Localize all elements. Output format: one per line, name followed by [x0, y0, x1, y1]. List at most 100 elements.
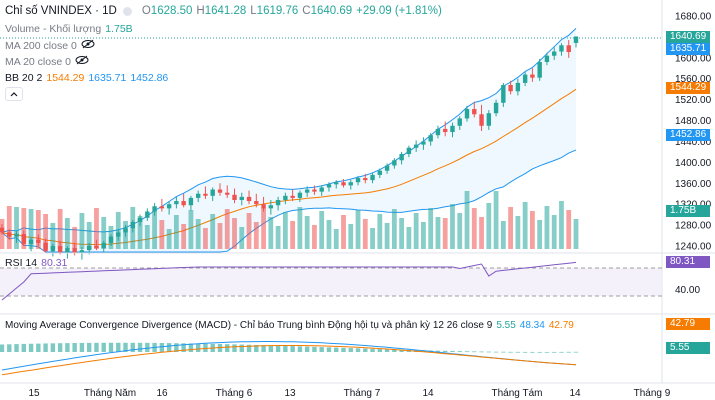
candle-body[interactable] — [348, 182, 353, 186]
candle-body[interactable] — [566, 45, 571, 53]
candle-body[interactable] — [472, 109, 477, 115]
candle-body[interactable] — [421, 141, 426, 145]
candle-body[interactable] — [530, 74, 535, 78]
ma20-legend[interactable]: MA 20 close 0 — [5, 55, 93, 68]
symbol-title[interactable]: Chỉ số VNINDEX · 1D — [5, 5, 117, 17]
macd-hist-bar — [566, 351, 571, 353]
candle-body[interactable] — [7, 232, 12, 237]
candle-body[interactable] — [166, 204, 172, 209]
candle-body[interactable] — [36, 239, 41, 243]
candlesticks[interactable] — [0, 36, 579, 260]
candle-body[interactable] — [174, 201, 179, 205]
bb-legend[interactable]: BB 20 2 1544.29 1635.71 1452.86 — [5, 72, 172, 84]
candle-body[interactable] — [94, 246, 99, 249]
candle-body[interactable] — [232, 194, 237, 200]
candle-body[interactable] — [370, 174, 375, 181]
candle-body[interactable] — [508, 85, 513, 92]
candle-body[interactable] — [217, 189, 223, 193]
candle-body[interactable] — [65, 248, 70, 253]
candle-body[interactable] — [116, 232, 121, 237]
eye-hidden-icon[interactable] — [81, 39, 95, 52]
candle-body[interactable] — [108, 236, 114, 243]
candle-body[interactable] — [246, 196, 252, 202]
macd-hist-bar — [268, 345, 274, 352]
candle-body[interactable] — [428, 135, 433, 142]
candle-body[interactable] — [522, 74, 528, 83]
candle-body[interactable] — [413, 144, 419, 148]
candle-body[interactable] — [254, 201, 259, 205]
candle-body[interactable] — [50, 246, 56, 252]
candle-body[interactable] — [443, 128, 448, 133]
volume-bar — [188, 210, 194, 249]
candle-body[interactable] — [57, 246, 63, 253]
candle-body[interactable] — [304, 189, 310, 193]
candle-body[interactable] — [188, 197, 194, 206]
candle-body[interactable] — [79, 250, 85, 254]
eye-hidden-icon[interactable] — [75, 55, 89, 68]
candle-body[interactable] — [137, 217, 143, 222]
candle-body[interactable] — [392, 160, 397, 166]
candle-body[interactable] — [195, 193, 201, 198]
candle-body[interactable] — [334, 182, 339, 185]
candle-body[interactable] — [283, 195, 288, 200]
candle-body[interactable] — [479, 114, 484, 126]
candle-body[interactable] — [537, 62, 542, 78]
candle-body[interactable] — [181, 201, 186, 206]
candle-body[interactable] — [72, 248, 77, 254]
macd-hist-bar — [457, 351, 462, 352]
candle-body[interactable] — [406, 147, 412, 154]
candle-body[interactable] — [130, 221, 135, 229]
candle-body[interactable] — [326, 184, 332, 188]
candle-body[interactable] — [297, 192, 303, 198]
candle-body[interactable] — [123, 228, 128, 233]
candle-body[interactable] — [573, 36, 579, 43]
volume-bar — [152, 211, 157, 249]
collapse-legend-button[interactable] — [5, 87, 23, 101]
candle-body[interactable] — [515, 82, 521, 92]
candle-body[interactable] — [152, 206, 157, 212]
candle-body[interactable] — [363, 178, 368, 181]
candle-body[interactable] — [101, 242, 106, 249]
candle-body[interactable] — [435, 128, 441, 136]
candle-body[interactable] — [486, 113, 492, 126]
candle-body[interactable] — [544, 55, 550, 62]
candle-body[interactable] — [14, 233, 19, 237]
ma200-legend[interactable]: MA 200 close 0 — [5, 39, 99, 52]
rsi-legend[interactable]: RSI 14 80.31 — [5, 257, 71, 269]
candle-body[interactable] — [552, 51, 557, 56]
macd-hist-bar — [188, 343, 194, 352]
macd-legend[interactable]: Moving Average Convergence Divergence (M… — [5, 320, 578, 331]
candle-body[interactable] — [290, 195, 295, 198]
candle-body[interactable] — [319, 187, 324, 192]
candle-body[interactable] — [268, 205, 274, 209]
candle-body[interactable] — [28, 239, 34, 244]
candle-body[interactable] — [239, 196, 244, 200]
candle-body[interactable] — [457, 118, 462, 126]
candle-body[interactable] — [203, 193, 208, 196]
candle-body[interactable] — [0, 227, 5, 233]
candle-body[interactable] — [559, 45, 564, 52]
candle-body[interactable] — [450, 125, 455, 133]
candle-body[interactable] — [43, 242, 48, 252]
candle-body[interactable] — [21, 233, 26, 244]
candle-body[interactable] — [145, 211, 150, 218]
candle-body[interactable] — [159, 206, 165, 209]
candle-body[interactable] — [399, 154, 404, 161]
candle-body[interactable] — [464, 109, 470, 119]
candle-body[interactable] — [501, 85, 506, 103]
candle-body[interactable] — [341, 182, 346, 186]
candle-body[interactable] — [261, 204, 266, 209]
candle-body[interactable] — [493, 102, 499, 114]
candle-body[interactable] — [86, 246, 92, 251]
candle-body[interactable] — [312, 189, 317, 192]
candle-body[interactable] — [384, 165, 390, 171]
time-axis[interactable]: 15 Tháng Năm 16 Tháng 6 13 Tháng 7 14 Tháng Tám… — [28, 388, 670, 399]
candle-body[interactable] — [225, 192, 230, 195]
candle-body[interactable] — [377, 170, 383, 175]
candle-body[interactable] — [355, 178, 361, 183]
volume-legend[interactable]: Volume - Khối lượng 1.75B — [5, 23, 137, 35]
candle-body[interactable] — [275, 200, 281, 206]
candle-body[interactable] — [210, 189, 215, 196]
